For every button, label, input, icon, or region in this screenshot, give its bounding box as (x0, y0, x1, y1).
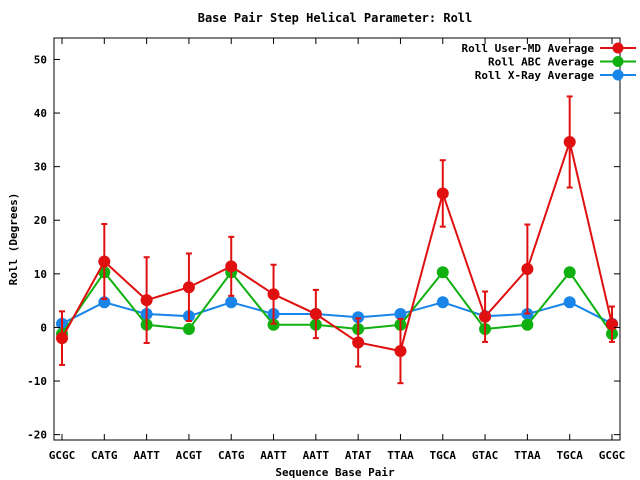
y-tick-label: 50 (34, 53, 47, 66)
x-tick-label: TGCA (556, 449, 583, 462)
data-point (182, 323, 195, 336)
x-tick-label: GCGC (599, 449, 626, 462)
data-point (267, 288, 280, 301)
data-point (225, 260, 238, 273)
y-tick-label: -10 (27, 375, 47, 388)
y-tick-label: 10 (34, 268, 47, 281)
series-line (61, 270, 613, 335)
x-tick-label: CATG (91, 449, 118, 462)
y-tick-label: 0 (40, 321, 47, 334)
y-tick-label: -20 (27, 429, 47, 442)
data-point (479, 310, 492, 323)
series-0 (56, 95, 618, 385)
legend-marker (612, 42, 624, 54)
data-point (563, 266, 576, 279)
data-point (394, 345, 407, 358)
data-point (436, 266, 449, 279)
x-tick-label: GCGC (49, 449, 76, 462)
data-point (521, 263, 534, 276)
x-tick-label: AATT (303, 449, 330, 462)
series-line (61, 301, 613, 325)
data-point (225, 296, 238, 309)
legend-label: Roll ABC Average (488, 56, 594, 69)
data-point (352, 336, 365, 349)
x-tick-label: TGCA (430, 449, 457, 462)
y-tick-label: 40 (34, 107, 47, 120)
x-tick-label: ATAT (345, 449, 372, 462)
data-point (436, 187, 449, 200)
legend-marker (612, 69, 624, 81)
data-point (563, 135, 576, 148)
legend-label: Roll X-Ray Average (475, 69, 595, 82)
x-tick-label: AATT (133, 449, 160, 462)
x-tick-label: TTAA (387, 449, 414, 462)
data-point (182, 281, 195, 294)
x-tick-label: ACGT (176, 449, 203, 462)
legend-label: Roll User-MD Average (462, 42, 595, 55)
x-tick-label: TTAA (514, 449, 541, 462)
data-point (140, 294, 153, 307)
data-point (309, 308, 322, 321)
data-point (606, 318, 618, 331)
x-tick-label: GTAC (472, 449, 499, 462)
x-tick-label: AATT (260, 449, 287, 462)
x-tick-label: CATG (218, 449, 245, 462)
plot-area-border (53, 37, 621, 441)
legend-marker (612, 56, 624, 67)
data-point (98, 255, 111, 268)
chart-title: Base Pair Step Helical Parameter: Roll (198, 11, 473, 25)
y-axis-label: Roll (Degrees) (7, 193, 20, 286)
data-point (521, 318, 534, 331)
data-point (436, 296, 449, 309)
y-tick-label: 20 (34, 214, 47, 227)
series-line (61, 138, 613, 353)
data-point (56, 332, 68, 345)
data-point (563, 296, 576, 309)
x-axis-label: Sequence Base Pair (275, 466, 395, 479)
y-tick-label: 30 (34, 161, 47, 174)
